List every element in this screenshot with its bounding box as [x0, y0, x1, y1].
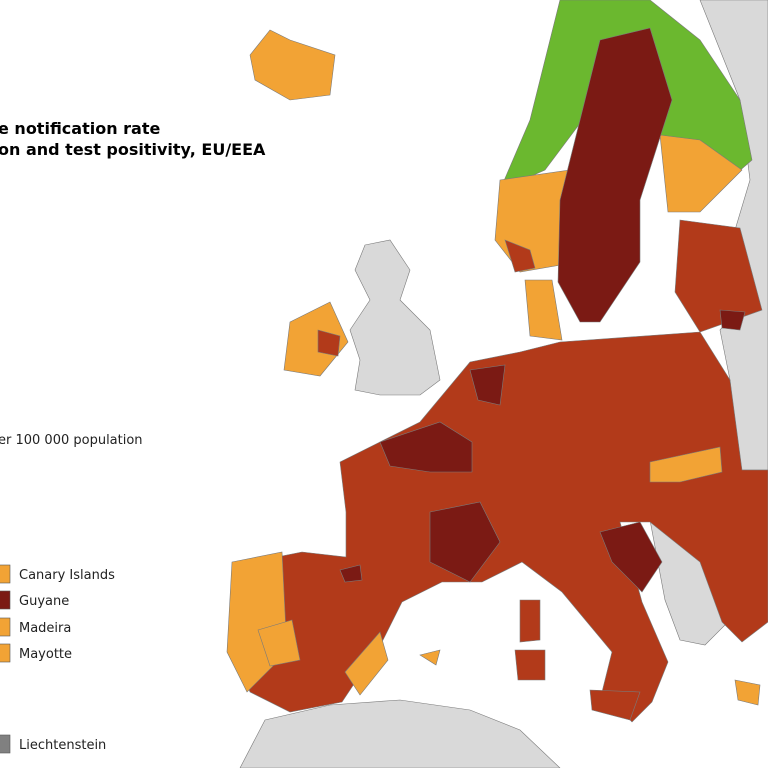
legend-swatch	[0, 643, 11, 663]
subtitle: on and test positivity, EU/EEA	[0, 140, 266, 159]
legend-swatch	[0, 734, 11, 754]
legend-label: Mayotte	[19, 647, 72, 662]
legend-label: Liechtenstein	[19, 738, 106, 753]
legend-label: Canary Islands	[19, 568, 115, 583]
legend: Canary Islands Guyane Madeira Mayotte Liecht…	[0, 564, 115, 754]
legend-label: Madeira	[19, 621, 71, 636]
land-eu	[226, 0, 768, 723]
legend-swatch	[0, 564, 11, 584]
legend-label: Guyane	[19, 594, 69, 609]
legend-swatch	[0, 590, 11, 610]
title: e notification rate	[0, 119, 161, 138]
legend-title: er 100 000 population	[0, 433, 143, 448]
legend-swatch	[0, 617, 11, 637]
